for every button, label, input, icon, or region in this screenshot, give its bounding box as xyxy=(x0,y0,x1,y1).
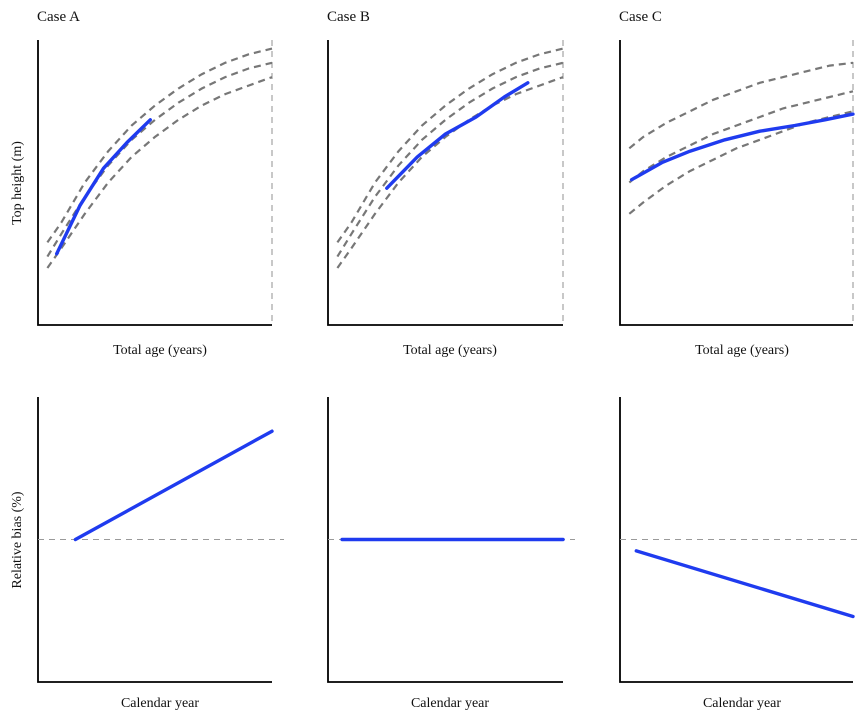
ylabel-relative-bias: Relative bias (%) xyxy=(10,491,25,589)
title-case-b: Case B xyxy=(327,9,370,25)
reference-curve-topA-1 xyxy=(46,61,273,258)
observed-line-topA xyxy=(55,118,153,256)
reference-curve-topC-1 xyxy=(628,90,854,184)
panel-topC xyxy=(619,40,855,326)
reference-curve-topA-2 xyxy=(46,76,273,269)
panel-botB xyxy=(327,397,575,683)
observed-line-botC xyxy=(634,549,855,619)
observed-line-botA xyxy=(73,429,274,542)
observed-line-topB xyxy=(385,81,530,190)
reference-curve-topC-0 xyxy=(628,61,854,150)
panel-topB xyxy=(327,40,564,326)
title-case-c: Case C xyxy=(619,9,662,25)
xlabel-calendar-year-c: Calendar year xyxy=(703,696,781,711)
panel-botC xyxy=(619,397,857,683)
reference-curve-topA-0 xyxy=(46,47,273,244)
axes-topB xyxy=(327,40,563,326)
title-case-a: Case A xyxy=(37,9,80,25)
axes-botC xyxy=(619,397,853,683)
axes-topC xyxy=(619,40,853,326)
xlabel-calendar-year-b: Calendar year xyxy=(411,696,489,711)
reference-curve-topB-1 xyxy=(336,61,564,258)
axes-botB xyxy=(327,397,563,683)
observed-line-topC xyxy=(629,112,855,182)
xlabel-total-age-a: Total age (years) xyxy=(113,343,207,358)
axes-botA xyxy=(37,397,272,683)
panels xyxy=(37,40,857,683)
reference-curve-topB-2 xyxy=(336,76,564,269)
panel-botA xyxy=(37,397,284,683)
xlabel-total-age-c: Total age (years) xyxy=(695,343,789,358)
axes-topA xyxy=(37,40,272,326)
ylabel-top-height: Top height (m) xyxy=(10,141,25,225)
reference-curve-topB-0 xyxy=(336,47,564,244)
xlabel-total-age-b: Total age (years) xyxy=(403,343,497,358)
panel-topA xyxy=(37,40,273,326)
xlabel-calendar-year-a: Calendar year xyxy=(121,696,199,711)
